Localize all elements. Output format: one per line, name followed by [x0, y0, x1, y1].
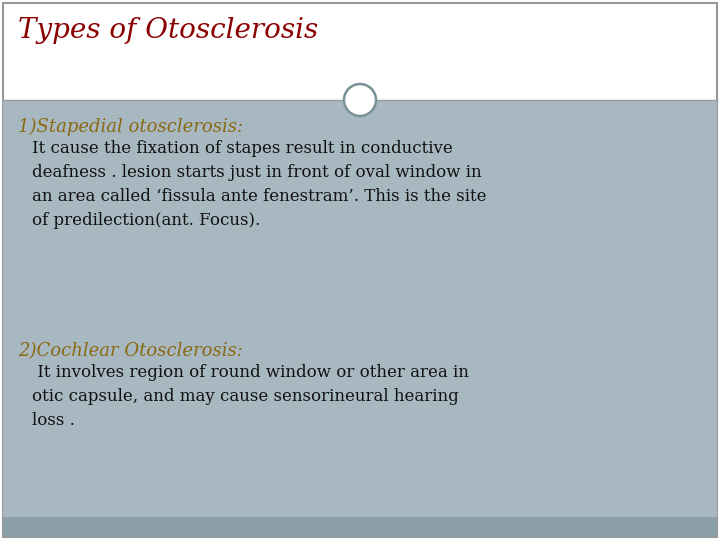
Text: It involves region of round window or other area in
otic capsule, and may cause : It involves region of round window or ot…	[32, 364, 469, 429]
Text: 1)Stapedial otosclerosis:: 1)Stapedial otosclerosis:	[18, 118, 243, 136]
Text: It cause the fixation of stapes result in conductive
deafness . lesion starts ju: It cause the fixation of stapes result i…	[32, 140, 487, 230]
FancyBboxPatch shape	[3, 100, 717, 537]
FancyBboxPatch shape	[3, 517, 717, 537]
Circle shape	[344, 84, 376, 116]
Text: 2)Cochlear Otosclerosis:: 2)Cochlear Otosclerosis:	[18, 342, 243, 360]
FancyBboxPatch shape	[3, 3, 717, 537]
Text: Types of Otosclerosis: Types of Otosclerosis	[18, 17, 318, 44]
